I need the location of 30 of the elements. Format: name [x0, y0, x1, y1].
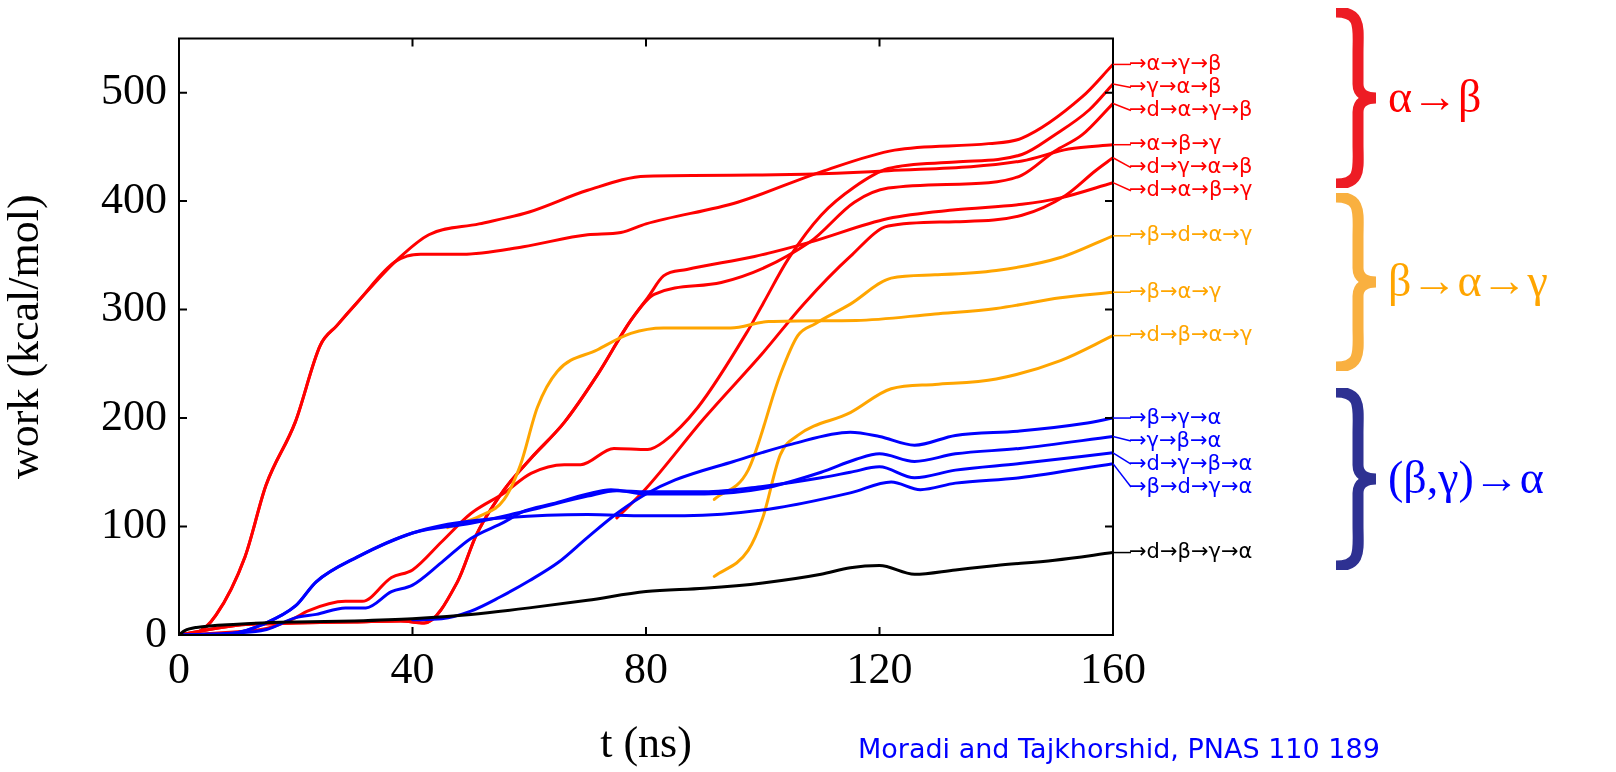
text: α→β	[1388, 71, 1482, 122]
legend-label: →α→β→γ	[1129, 131, 1222, 156]
legend-label: →γ→α→β	[1129, 73, 1222, 98]
legend-label: →d→γ→α→β	[1129, 154, 1253, 179]
series-label: →β→d→γ→α	[1129, 473, 1253, 498]
legend-label: →β→γ→α	[1129, 404, 1222, 429]
legend-label: →d→α→γ→β	[1129, 96, 1253, 121]
legend-label: →d→γ→β→α	[1129, 450, 1253, 475]
x-axis-title: t (ns)	[600, 718, 692, 768]
legend-label: →β→α→γ	[1129, 278, 1222, 303]
y-axis-title: work (kcal/mol)	[0, 194, 48, 480]
legend-label: →α→γ→β	[1129, 50, 1222, 75]
legend-label: →d→β→α→γ	[1129, 322, 1253, 347]
x-tick-label: 40	[390, 643, 435, 693]
x-tick-label: 160	[1080, 643, 1146, 693]
x-tick-label: 120	[846, 643, 913, 693]
y-tick-label: 200	[101, 390, 167, 440]
legend-label: →d→β→γ→α	[1129, 539, 1253, 564]
y-tick-label: 500	[101, 65, 167, 115]
y-tick-label: 400	[101, 173, 167, 223]
text: (β,γ)→α	[1388, 452, 1544, 503]
y-tick-label: 0	[145, 607, 167, 657]
legend-label: →d→α→β→γ	[1129, 177, 1253, 202]
y-tick-label: 300	[101, 282, 167, 332]
legend-label: →β→d→α→γ	[1129, 222, 1253, 247]
y-tick-label: 100	[101, 499, 167, 549]
x-tick-label: 80	[624, 643, 668, 693]
text: β→α→γ	[1388, 255, 1548, 306]
legend-label: →γ→β→α	[1129, 427, 1222, 452]
text: Moradi and Tajkhorshid, PNAS 110 189	[858, 733, 1380, 764]
